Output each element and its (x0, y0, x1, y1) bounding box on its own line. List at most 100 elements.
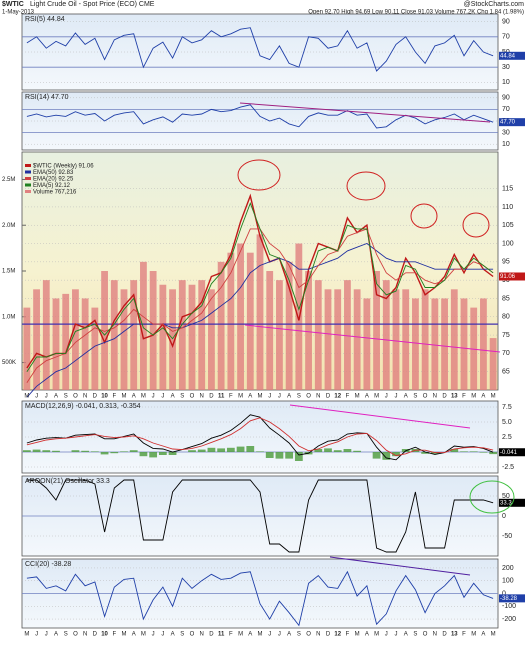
histogram-bar (158, 452, 167, 455)
x-tick-label: A (171, 632, 175, 638)
y-tick-label: 100 (502, 240, 514, 247)
volume-bar (334, 289, 342, 390)
histogram-bar (469, 451, 478, 452)
y-tick-label: 0 (502, 590, 506, 597)
histogram-bar (32, 449, 41, 452)
series-line (26, 202, 494, 372)
x-tick-label: F (112, 632, 116, 638)
volume-bar (412, 298, 419, 390)
histogram-bar (100, 452, 109, 455)
histogram-bar (149, 452, 158, 458)
x-tick-label: J (385, 632, 388, 638)
x-tick-label: S (64, 632, 68, 638)
last-value-box (499, 118, 525, 127)
x-tick-label: F (346, 632, 350, 638)
x-tick-label: O (190, 394, 195, 400)
histogram-bar (294, 452, 303, 461)
volume-bar (91, 307, 99, 390)
x-tick-label: F (229, 632, 233, 638)
panel-title: AROON(21) Oscillator 33.3 (25, 478, 110, 485)
x-tick-label: M (258, 632, 263, 638)
x-tick-label: J (395, 632, 398, 638)
histogram-bar (110, 452, 119, 454)
volume-bar (392, 289, 400, 390)
legend-entry: EMA(50) 92.83 (33, 170, 74, 176)
histogram-bar (421, 452, 430, 454)
x-tick-label: O (423, 632, 428, 638)
histogram-bar (52, 450, 60, 452)
series-line (26, 27, 494, 72)
y-tick-label: -200 (502, 616, 516, 623)
legend-entry: EMA(20) 92.25 (33, 177, 74, 183)
symbol: $WTIC (2, 1, 24, 8)
histogram-bar (460, 451, 468, 452)
histogram-bar (188, 450, 196, 452)
highlight-circle (462, 212, 490, 238)
x-tick-label: M (122, 632, 127, 638)
volume-bar (33, 289, 40, 390)
x-tick-label: N (433, 394, 437, 400)
trend-line (239, 102, 491, 123)
series-line (26, 479, 494, 553)
histogram-bar (256, 451, 264, 452)
histogram-bar (207, 447, 216, 452)
x-tick-label: M (141, 394, 146, 400)
last-value-label: 44.84 (500, 53, 516, 59)
x-tick-label: 11 (218, 394, 225, 400)
volume-bar (237, 243, 244, 390)
last-value-box (499, 272, 525, 281)
y-tick-label: 110 (502, 204, 513, 211)
histogram-bar (314, 449, 323, 452)
legend-entry: EMA(5) 92.12 (33, 183, 71, 189)
last-value-box (499, 51, 525, 60)
x-tick-label: J (35, 632, 38, 638)
last-value-label: 33.3 (500, 500, 512, 506)
legend-entry: Volume 767,216 (33, 190, 77, 196)
y-tick-label: 100 (502, 578, 514, 585)
histogram-bar (333, 450, 342, 452)
histogram-bar (71, 450, 80, 452)
y2-tick-label: 500K (2, 360, 16, 366)
x-tick-label: A (171, 394, 175, 400)
volume-bar (110, 280, 118, 390)
x-tick-label: S (180, 632, 184, 638)
volume-bar (188, 284, 196, 390)
volume-bar (130, 280, 138, 390)
x-tick-label: N (83, 394, 87, 400)
x-tick-label: M (238, 394, 243, 400)
volume-bar (382, 280, 390, 390)
histogram-bar (353, 450, 362, 452)
last-value-label: -38.28 (500, 596, 518, 602)
y-tick-label: 115 (502, 185, 513, 192)
volume-bar (23, 307, 31, 390)
x-tick-label: J (161, 632, 164, 638)
histogram-bar (343, 449, 352, 452)
x-tick-label: S (297, 632, 301, 638)
y-tick-label: 70 (502, 34, 510, 41)
histogram-bar (81, 450, 90, 452)
x-tick-label: 11 (218, 632, 225, 638)
x-tick-label: D (326, 632, 331, 638)
x-tick-label: D (93, 394, 98, 400)
x-tick-label: D (93, 632, 98, 638)
panels: 1030507090RSI(5) 44.8444.841030507090RSI… (2, 13, 525, 638)
x-tick-label: J (35, 394, 38, 400)
volume-bar (460, 298, 468, 390)
x-tick-label: M (122, 394, 127, 400)
histogram-bar (265, 452, 274, 458)
volume-bar (256, 234, 264, 390)
x-tick-label: O (73, 394, 78, 400)
trend-line (244, 324, 501, 353)
volume-bar (353, 289, 361, 390)
series-line (26, 570, 494, 627)
y-tick-label: 80 (502, 314, 510, 321)
x-tick-label: M (355, 632, 360, 638)
x-tick-label: 10 (101, 394, 108, 400)
instrument-name: Light Crude Oil - Spot Price (ECO) CME (30, 1, 155, 8)
y-tick-label: 90 (502, 277, 510, 284)
volume-bar (489, 338, 497, 390)
volume-bar (169, 289, 176, 390)
y-tick-label: 105 (502, 222, 514, 229)
last-value-label: -0.041 (500, 450, 518, 456)
histogram-bar (392, 452, 400, 457)
